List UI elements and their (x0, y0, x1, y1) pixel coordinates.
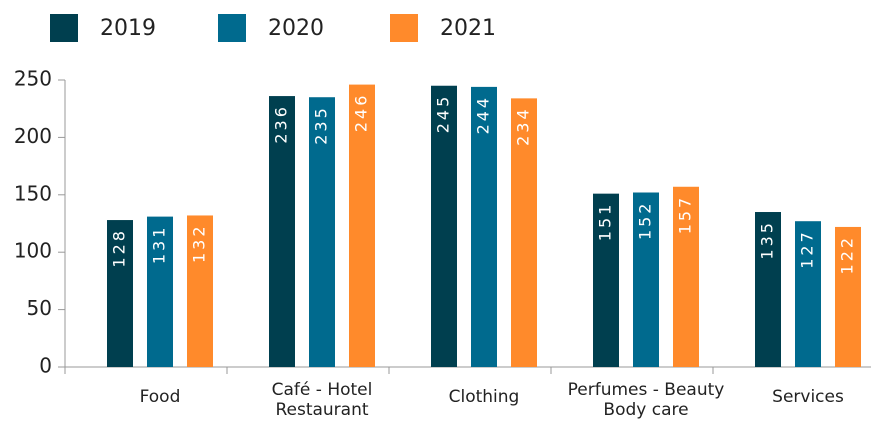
bar (147, 216, 173, 367)
value-label: 236 (272, 104, 291, 144)
legend-swatch (218, 14, 246, 42)
value-label: 132 (190, 223, 209, 263)
bar (431, 85, 457, 368)
bar (835, 226, 861, 367)
value-label: 234 (514, 106, 533, 146)
value-label: 245 (434, 94, 453, 134)
value-label: 131 (150, 225, 169, 265)
y-tick-label: 200 (14, 124, 52, 148)
bar (349, 84, 375, 367)
value-label: 128 (110, 228, 129, 268)
value-label: 152 (636, 201, 655, 241)
x-tick-label: Food (140, 387, 181, 407)
legend-label: 2021 (440, 16, 496, 41)
bar (673, 186, 699, 367)
bar (511, 98, 537, 368)
legend-swatch (390, 14, 418, 42)
bar (187, 215, 213, 367)
value-label: 235 (312, 105, 331, 145)
bar (593, 193, 619, 367)
x-tick-label: Clothing (449, 387, 520, 407)
y-tick-label: 0 (39, 354, 52, 378)
y-tick-label: 150 (14, 181, 52, 205)
x-tick-label: Café - Hotel Restaurant (272, 380, 373, 420)
bar (471, 86, 497, 367)
bar (633, 192, 659, 367)
bar (309, 97, 335, 367)
value-label: 135 (758, 220, 777, 260)
legend-label: 2019 (100, 16, 156, 41)
x-tick-label: Perfumes - Beauty Body care (568, 380, 725, 420)
x-tick-label: Services (772, 387, 844, 407)
y-tick-label: 250 (14, 67, 52, 91)
y-tick-label: 100 (14, 239, 52, 263)
value-label: 157 (676, 195, 695, 235)
value-label: 244 (474, 95, 493, 135)
value-label: 122 (838, 235, 857, 275)
y-tick-label: 50 (27, 296, 52, 320)
value-label: 246 (352, 93, 371, 133)
value-label: 127 (798, 229, 817, 269)
bar (795, 221, 821, 367)
bar (107, 220, 133, 367)
legend-swatch (50, 14, 78, 42)
value-label: 151 (596, 202, 615, 242)
bar (755, 212, 781, 367)
legend-label: 2020 (268, 16, 324, 41)
bar (269, 96, 295, 368)
